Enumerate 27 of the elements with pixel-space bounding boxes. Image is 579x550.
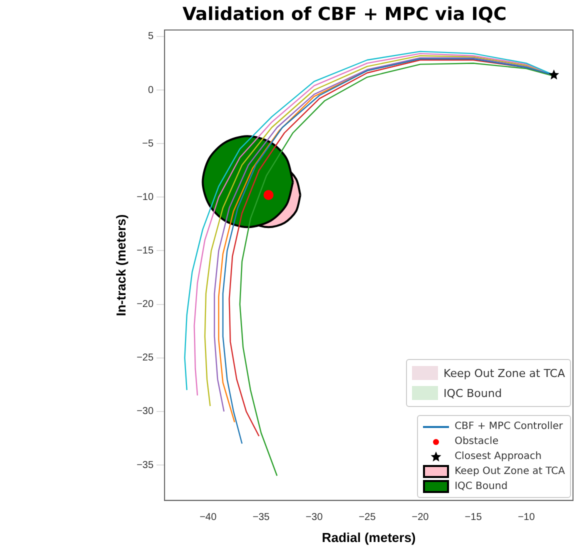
x-tick-label: −15 <box>464 512 482 524</box>
legend-label: Closest Approach <box>454 451 542 462</box>
annotation: IQC Bound <box>444 386 502 400</box>
x-tick-label: −10 <box>518 512 536 524</box>
shade-key: Keep Out Zone at TCA IQC Bound <box>406 359 571 408</box>
x-tick-label: −35 <box>252 512 270 524</box>
y-tick-label: −15 <box>136 245 154 256</box>
legend-label: CBF + MPC Controller <box>454 421 563 432</box>
y-tick-label: −25 <box>136 352 154 364</box>
y-tick-label: −35 <box>136 460 154 471</box>
y-tick-label: −30 <box>136 406 154 418</box>
y-tick-label: −5 <box>142 138 154 150</box>
y-tick-label: 5 <box>148 31 154 42</box>
annotation: Keep Out Zone at TCA <box>444 366 565 380</box>
chart-title: Validation of CBF + MPC via IQC <box>181 4 508 25</box>
y-tick-label: 0 <box>148 84 154 96</box>
x-tick-label: −30 <box>306 512 324 524</box>
x-tick-label: −40 <box>200 512 217 524</box>
y-axis-title: In-track (meters) <box>113 214 128 316</box>
legend-label: IQC Bound <box>454 481 508 492</box>
legend-label: Keep Out Zone at TCA <box>454 466 565 478</box>
x-tick-label: −25 <box>358 512 376 524</box>
x-tick-label: −20 <box>412 512 430 524</box>
y-tick-label: −10 <box>136 192 154 203</box>
legend-label: Obstacle <box>454 436 498 448</box>
x-axis-title: Radial (meters) <box>322 530 416 545</box>
y-tick-label: −20 <box>136 299 154 310</box>
